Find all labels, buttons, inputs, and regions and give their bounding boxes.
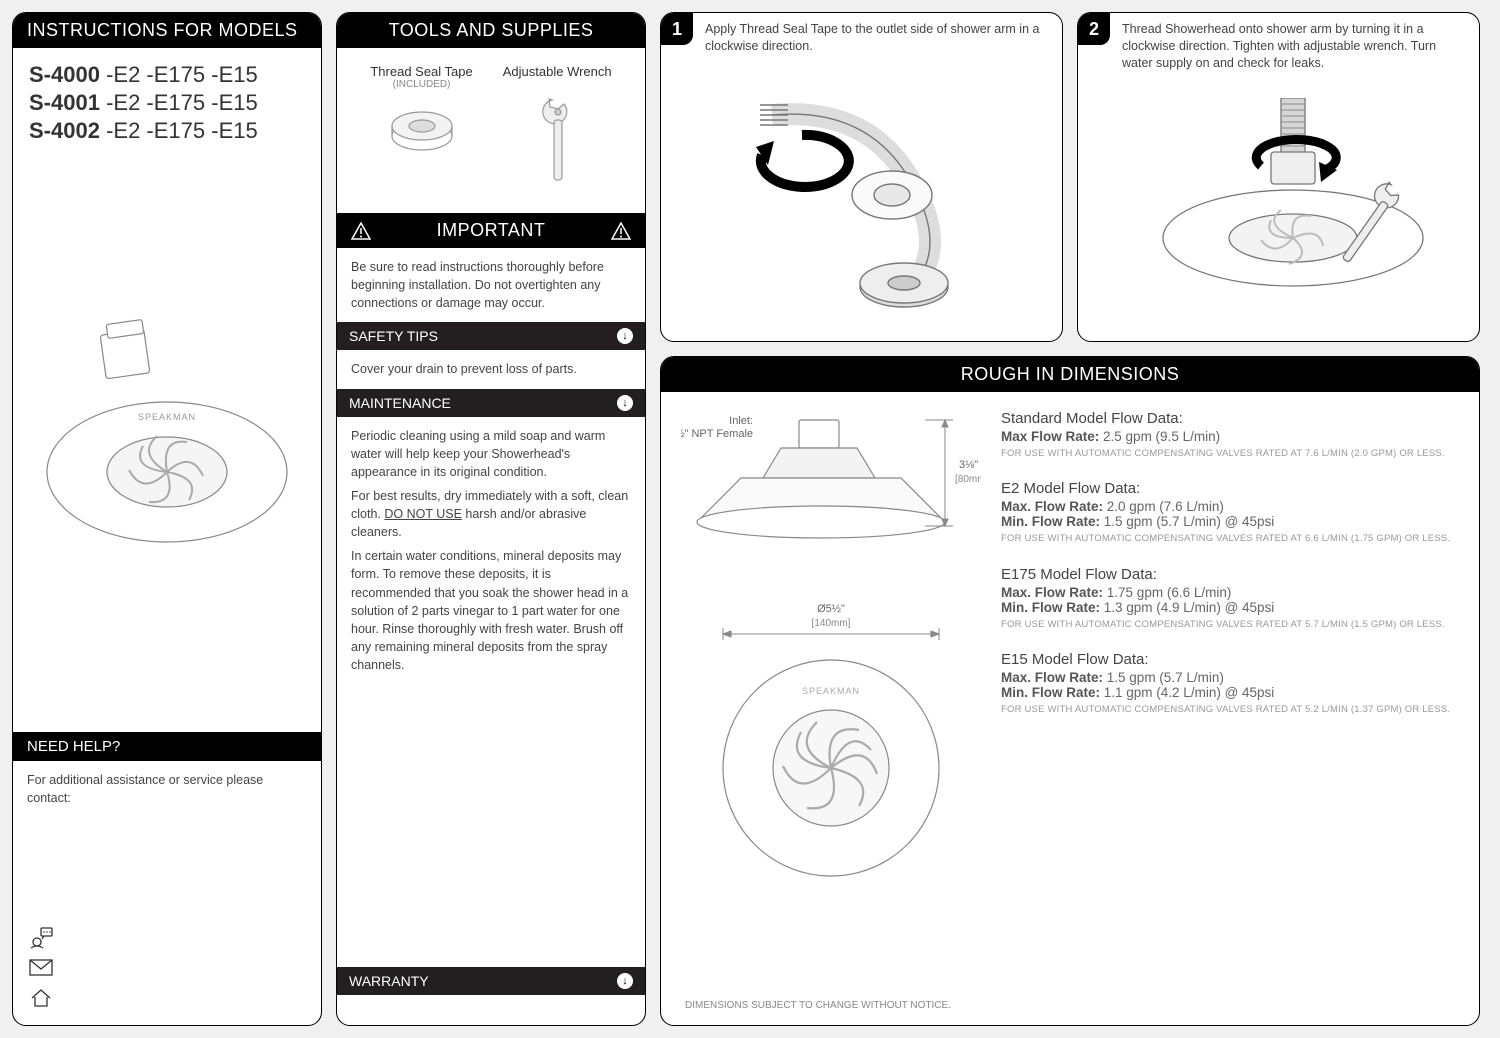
safety-title: SAFETY TIPS bbox=[349, 328, 438, 344]
flow-block-2: E175 Model Flow Data: Max. Flow Rate: 1.… bbox=[1001, 566, 1459, 631]
step-1-text: Apply Thread Seal Tape to the outlet sid… bbox=[661, 13, 1062, 59]
step-2-number: 2 bbox=[1078, 13, 1110, 45]
svg-text:[80mm]: [80mm] bbox=[955, 474, 981, 485]
flow-0-note: FOR USE WITH AUTOMATIC COMPENSATING VALV… bbox=[1001, 448, 1459, 460]
flow-3-title: E15 Model Flow Data: bbox=[1001, 651, 1459, 668]
expand-icon: ↓ bbox=[617, 973, 633, 989]
flow-data: Standard Model Flow Data: Max Flow Rate:… bbox=[1001, 410, 1459, 984]
flow-block-1: E2 Model Flow Data: Max. Flow Rate: 2.0 … bbox=[1001, 480, 1459, 545]
flow-2-note: FOR USE WITH AUTOMATIC COMPENSATING VALV… bbox=[1001, 619, 1459, 631]
step-1-panel: 1 Apply Thread Seal Tape to the outlet s… bbox=[660, 12, 1063, 342]
tools-panel: TOOLS AND SUPPLIES Thread Seal Tape (INC… bbox=[336, 12, 646, 1026]
help-text: For additional assistance or service ple… bbox=[13, 761, 321, 817]
safety-header: SAFETY TIPS ↓ bbox=[337, 322, 645, 350]
warning-icon bbox=[611, 222, 631, 240]
flow-0-title: Standard Model Flow Data: bbox=[1001, 410, 1459, 427]
tool-tape-note: (INCLUDED) bbox=[370, 79, 472, 90]
home-icon bbox=[29, 987, 53, 1009]
maintenance-p1: Periodic cleaning using a mild soap and … bbox=[351, 427, 631, 481]
dimensions-footer: DIMENSIONS SUBJECT TO CHANGE WITHOUT NOT… bbox=[661, 994, 1479, 1025]
chat-icon bbox=[29, 927, 53, 949]
warranty-title: WARRANTY bbox=[349, 973, 429, 989]
model-0-base: S-4000 bbox=[29, 62, 100, 87]
dimensions-header: ROUGH IN DIMENSIONS bbox=[661, 357, 1479, 392]
tools-header: TOOLS AND SUPPLIES bbox=[337, 13, 645, 48]
flow-block-0: Standard Model Flow Data: Max Flow Rate:… bbox=[1001, 410, 1459, 460]
maintenance-title: MAINTENANCE bbox=[349, 395, 451, 411]
flow-1-note: FOR USE WITH AUTOMATIC COMPENSATING VALV… bbox=[1001, 533, 1459, 545]
model-2-base: S-4002 bbox=[29, 118, 100, 143]
svg-text:SPEAKMAN: SPEAKMAN bbox=[802, 686, 860, 696]
svg-text:[140mm]: [140mm] bbox=[812, 618, 851, 629]
maintenance-p2: For best results, dry immediately with a… bbox=[351, 487, 631, 541]
step-1-number: 1 bbox=[661, 13, 693, 45]
instructions-header: INSTRUCTIONS FOR MODELS bbox=[13, 13, 321, 48]
svg-text:Inlet:: Inlet: bbox=[729, 415, 753, 427]
step-2-diagram bbox=[1078, 76, 1479, 341]
svg-text:½" NPT Female: ½" NPT Female bbox=[681, 428, 753, 440]
model-1-suffix: -E2 -E175 -E15 bbox=[106, 90, 258, 115]
contact-icons bbox=[13, 927, 321, 1025]
need-help-header: NEED HELP? bbox=[13, 732, 321, 761]
warranty-header: WARRANTY ↓ bbox=[337, 967, 645, 995]
svg-text:Ø5½": Ø5½" bbox=[817, 603, 845, 615]
instructions-panel: INSTRUCTIONS FOR MODELS S-4000 -E2 -E175… bbox=[12, 12, 322, 1026]
important-text: Be sure to read instructions thoroughly … bbox=[337, 248, 645, 322]
model-2-suffix: -E2 -E175 -E15 bbox=[106, 118, 258, 143]
warning-icon bbox=[351, 222, 371, 240]
mail-icon bbox=[29, 959, 53, 977]
model-1-base: S-4001 bbox=[29, 90, 100, 115]
flow-block-3: E15 Model Flow Data: Max. Flow Rate: 1.5… bbox=[1001, 651, 1459, 716]
safety-text: Cover your drain to prevent loss of part… bbox=[337, 350, 645, 388]
model-0-suffix: -E2 -E175 -E15 bbox=[106, 62, 258, 87]
tool-tape-label: Thread Seal Tape bbox=[370, 64, 472, 79]
showerhead-illustration: SPEAKMAN bbox=[13, 152, 321, 732]
expand-icon: ↓ bbox=[617, 395, 633, 411]
maintenance-p3: In certain water conditions, mineral dep… bbox=[351, 547, 631, 674]
tools-row: Thread Seal Tape (INCLUDED) Adjustable W… bbox=[337, 48, 645, 213]
dimensions-diagrams: Inlet: ½" NPT Female bbox=[681, 410, 981, 984]
svg-text:3⅛": 3⅛" bbox=[959, 459, 978, 471]
step-2-text: Thread Showerhead onto shower arm by tur… bbox=[1078, 13, 1479, 76]
flow-2-title: E175 Model Flow Data: bbox=[1001, 566, 1459, 583]
tool-wrench: Adjustable Wrench bbox=[503, 64, 612, 193]
tool-tape: Thread Seal Tape (INCLUDED) bbox=[370, 64, 472, 193]
expand-icon: ↓ bbox=[617, 328, 633, 344]
maintenance-text: Periodic cleaning using a mild soap and … bbox=[337, 417, 645, 691]
step-1-diagram bbox=[661, 59, 1062, 341]
svg-text:SPEAKMAN: SPEAKMAN bbox=[138, 412, 196, 422]
tool-wrench-label: Adjustable Wrench bbox=[503, 64, 612, 79]
step-2-panel: 2 Thread Showerhead onto shower arm by t… bbox=[1077, 12, 1480, 342]
important-header: IMPORTANT bbox=[337, 213, 645, 248]
maintenance-header: MAINTENANCE ↓ bbox=[337, 389, 645, 417]
dimensions-panel: ROUGH IN DIMENSIONS Inlet: ½" NPT Female bbox=[660, 356, 1480, 1026]
flow-1-title: E2 Model Flow Data: bbox=[1001, 480, 1459, 497]
model-list: S-4000 -E2 -E175 -E15 S-4001 -E2 -E175 -… bbox=[13, 48, 321, 152]
flow-3-note: FOR USE WITH AUTOMATIC COMPENSATING VALV… bbox=[1001, 704, 1459, 716]
important-title: IMPORTANT bbox=[437, 220, 546, 241]
